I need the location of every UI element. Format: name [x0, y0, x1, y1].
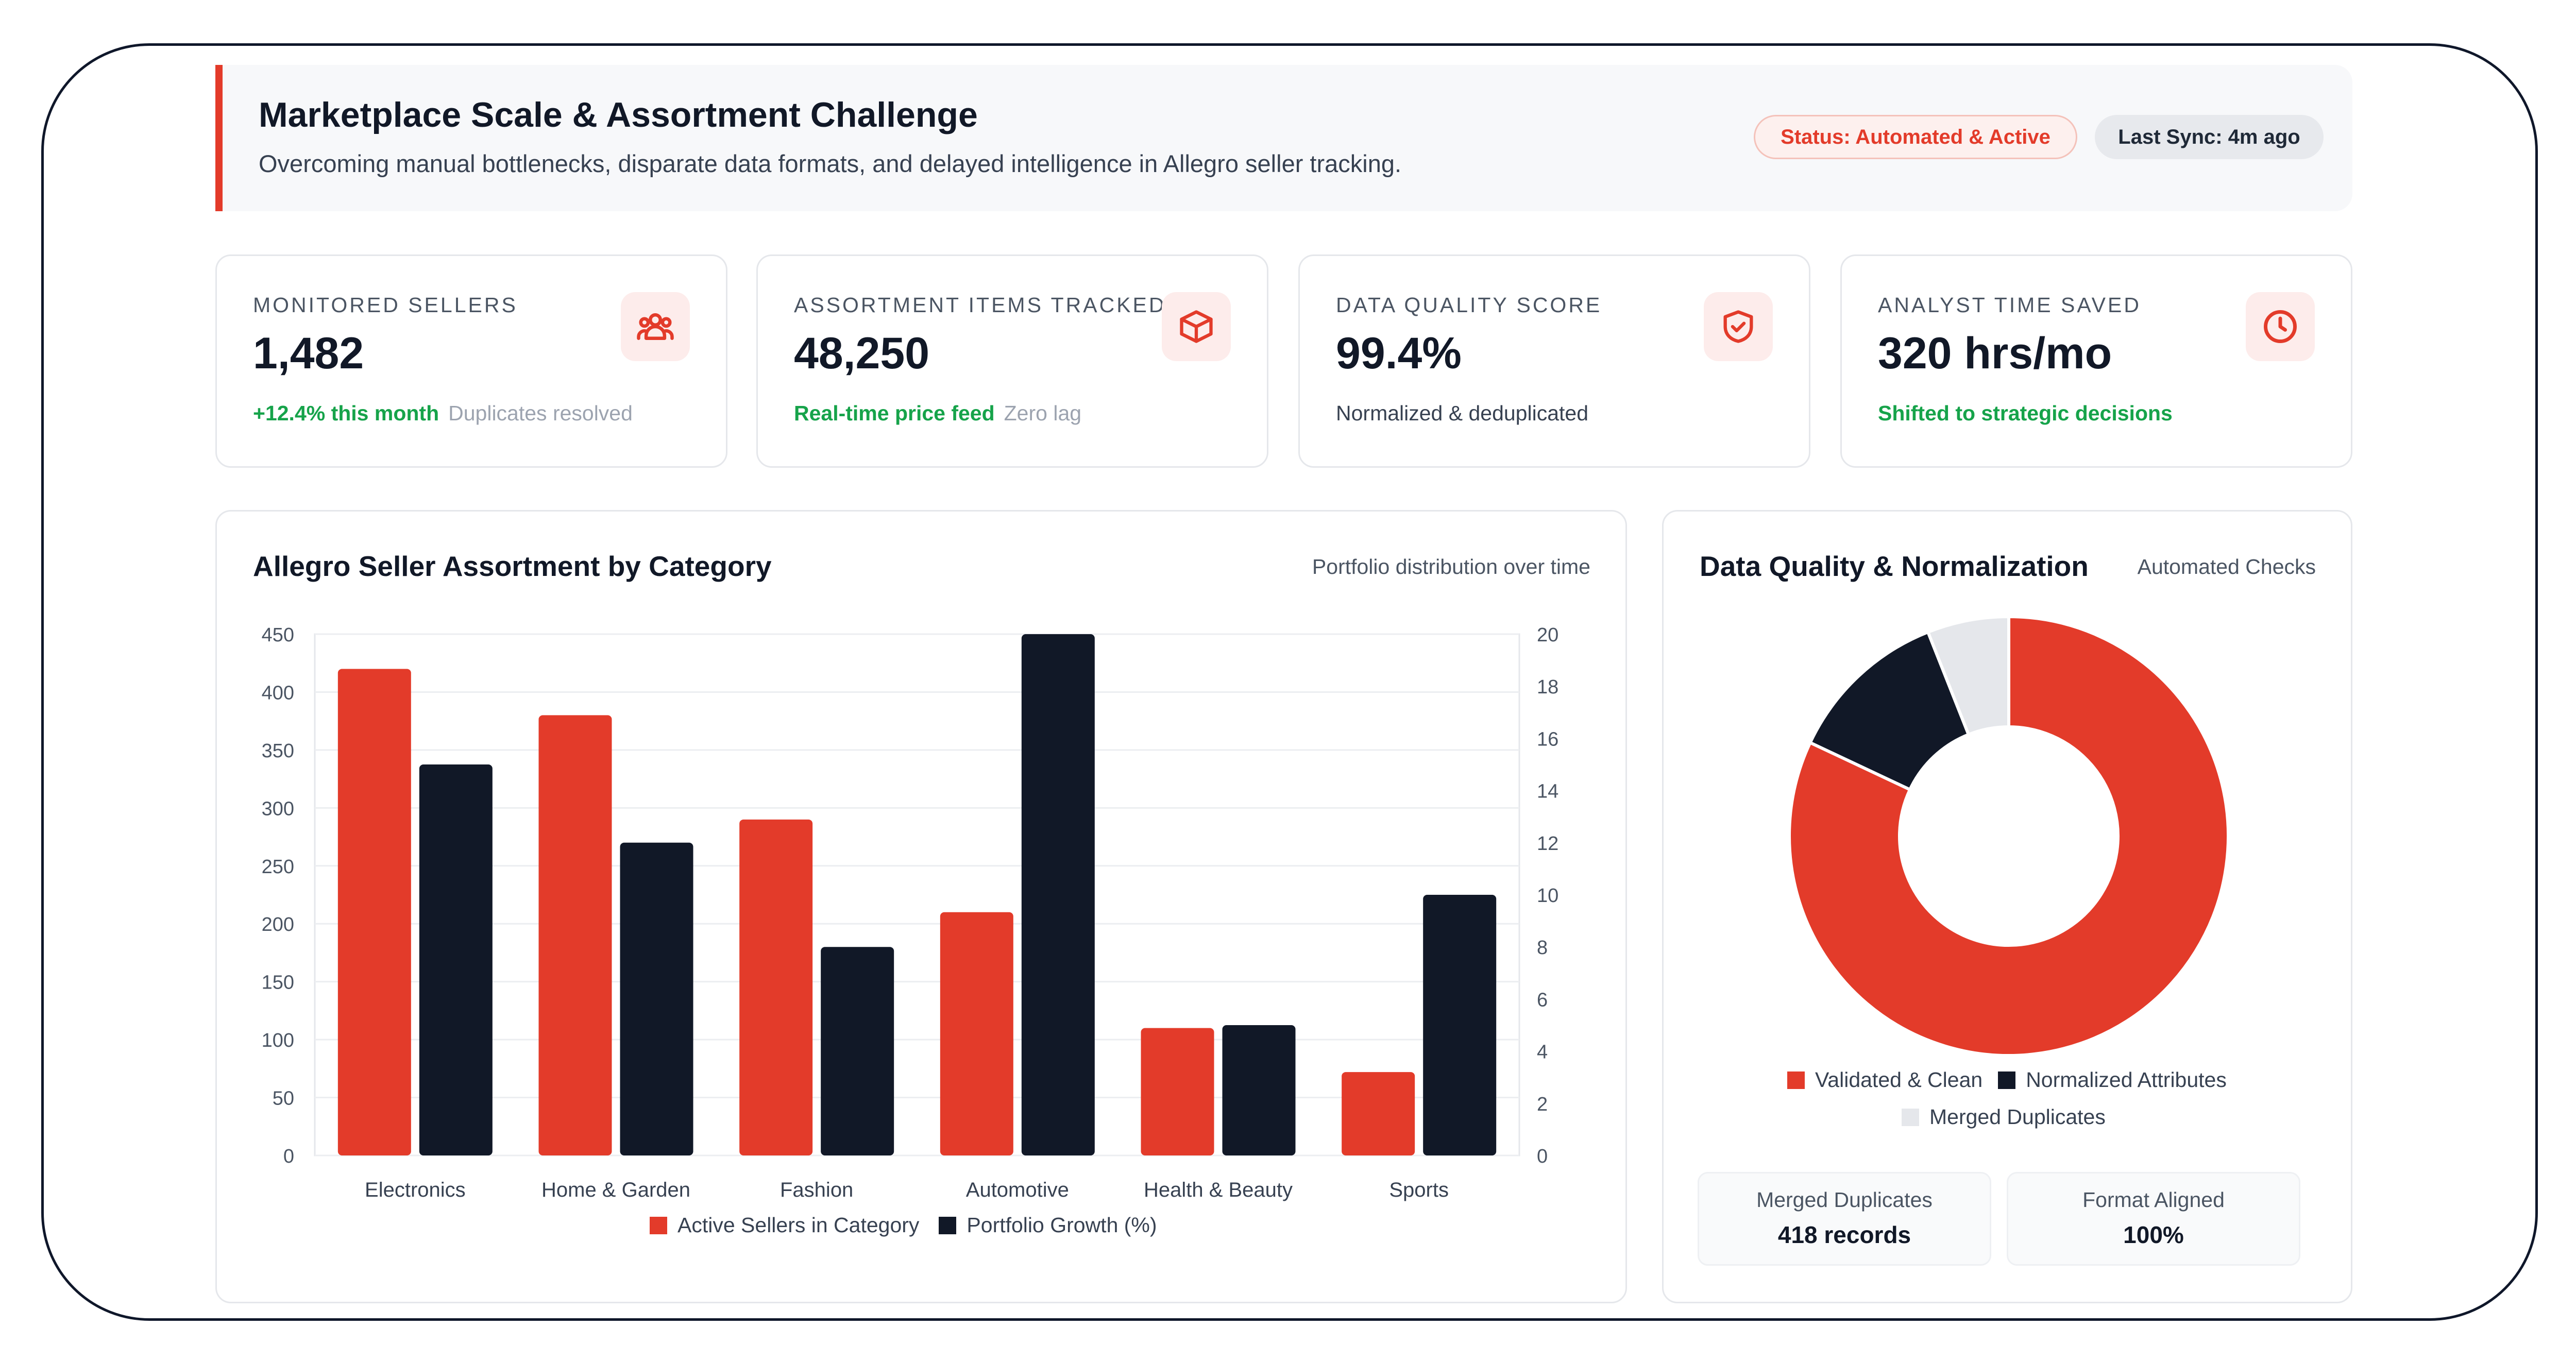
y-tick-left: 350 [262, 740, 294, 762]
y-tick-right: 6 [1537, 989, 1548, 1011]
users-icon [621, 292, 690, 361]
bar-chart-legend: Active Sellers in Category Portfolio Gro… [650, 1213, 1157, 1237]
legend-swatch-portfolio-growth [939, 1216, 957, 1234]
legend-label-merged: Merged Duplicates [1929, 1105, 2106, 1129]
x-tick-label: Sports [1389, 1179, 1449, 1201]
y-tick-left: 150 [262, 972, 294, 994]
kpi-card-analyst-time: ANALYST TIME SAVED 320 hrs/mo Shifted to… [1840, 254, 2352, 468]
kpi-note: Normalized & deduplicated [1336, 401, 1588, 425]
bar-active-sellers [1141, 1028, 1214, 1155]
y-tick-right: 18 [1537, 676, 1558, 698]
bar-portfolio-growth [419, 764, 493, 1155]
y-tick-right: 20 [1537, 624, 1558, 646]
page-header: Marketplace Scale & Assortment Challenge… [215, 65, 2352, 211]
box-icon [1162, 292, 1231, 361]
bar-active-sellers [739, 819, 813, 1155]
chart-title: Allegro Seller Assortment by Category [253, 550, 772, 582]
stat-label: Merged Duplicates [1756, 1188, 1933, 1212]
kpi-value: 1,482 [253, 329, 364, 378]
kpi-label: DATA QUALITY SCORE [1336, 293, 1602, 317]
bar-active-sellers [538, 715, 612, 1155]
kpi-trend: Real-time price feed [794, 401, 995, 425]
legend-label-normalized: Normalized Attributes [2026, 1068, 2227, 1092]
kpi-label: ANALYST TIME SAVED [1878, 293, 2141, 317]
kpi-note: Duplicates resolved [448, 401, 633, 425]
y-tick-right: 12 [1537, 833, 1558, 855]
page-title: Marketplace Scale & Assortment Challenge [259, 95, 978, 134]
y-tick-left: 450 [262, 624, 294, 646]
kpi-value: 99.4% [1336, 329, 1462, 378]
kpi-trend: +12.4% this month [253, 401, 439, 425]
kpi-trend: Shifted to strategic decisions [1878, 401, 2173, 425]
y-tick-left: 0 [283, 1146, 294, 1167]
chart-subtitle: Portfolio distribution over time [1312, 555, 1590, 579]
y-tick-right: 14 [1537, 781, 1558, 803]
donut-legend-row-2: Merged Duplicates [1902, 1105, 2106, 1129]
stat-merged-duplicates: Merged Duplicates 418 records [1698, 1172, 1991, 1266]
legend-label-portfolio-growth: Portfolio Growth (%) [967, 1213, 1157, 1237]
x-tick-label: Electronics [365, 1179, 466, 1201]
y-tick-left: 300 [262, 798, 294, 820]
page-subtitle: Overcoming manual bottlenecks, disparate… [259, 150, 1402, 177]
donut-slice-normalized-attributes [1808, 630, 1971, 792]
kpi-label: ASSORTMENT ITEMS TRACKED [794, 293, 1166, 317]
shield-check-icon [1704, 292, 1773, 361]
kpi-card-assortment-items: ASSORTMENT ITEMS TRACKED 48,250 Real-tim… [756, 254, 1268, 468]
bar-portfolio-growth [1222, 1025, 1296, 1155]
bar-portfolio-growth [821, 947, 894, 1155]
legend-label-validated: Validated & Clean [1815, 1068, 1983, 1092]
y-tick-right: 2 [1537, 1094, 1548, 1115]
kpi-value: 320 hrs/mo [1878, 329, 2112, 378]
donut-slice-validated-clean [1788, 615, 2230, 1057]
donut-chart [1788, 615, 2230, 1057]
y-tick-left: 200 [262, 914, 294, 935]
bar-active-sellers [1342, 1072, 1415, 1155]
kpi-label: MONITORED SELLERS [253, 293, 518, 317]
y-tick-left: 100 [262, 1030, 294, 1051]
assortment-chart-card: Allegro Seller Assortment by Category Po… [215, 510, 1627, 1303]
y-tick-right: 4 [1537, 1042, 1548, 1063]
clock-icon [2246, 292, 2315, 361]
y-tick-right: 16 [1537, 728, 1558, 750]
bar-portfolio-growth [1423, 895, 1497, 1155]
stat-value: 100% [2123, 1221, 2184, 1248]
legend-swatch-active-sellers [650, 1216, 667, 1234]
stat-format-aligned: Format Aligned 100% [2007, 1172, 2300, 1266]
x-tick-label: Fashion [780, 1179, 853, 1201]
y-tick-left: 50 [273, 1088, 294, 1110]
kpi-value: 48,250 [794, 329, 930, 378]
kpi-note: Zero lag [1004, 401, 1082, 425]
legend-label-active-sellers: Active Sellers in Category [677, 1213, 920, 1237]
y-tick-right: 0 [1537, 1146, 1548, 1167]
quality-subtitle: Automated Checks [2137, 555, 2316, 579]
legend-swatch-normalized [1998, 1071, 2016, 1089]
donut-slice-merged-duplicates [1926, 615, 2010, 737]
quality-title: Data Quality & Normalization [1700, 550, 2089, 582]
bar-portfolio-growth [620, 842, 693, 1155]
status-badge: Status: Automated & Active [1754, 115, 2077, 159]
bar-chart: 0 50 100 150 200 250 300 350 400 450 0 2 4 6 8 10 12 14 16… [262, 624, 1559, 1201]
x-tick-label: Health & Beauty [1144, 1179, 1293, 1201]
legend-swatch-validated [1787, 1071, 1805, 1089]
y-tick-left: 400 [262, 682, 294, 704]
y-tick-right: 10 [1537, 885, 1558, 907]
stat-label: Format Aligned [2082, 1188, 2225, 1212]
donut-legend-row-1: Validated & Clean Normalized Attributes [1787, 1068, 2227, 1092]
kpi-card-monitored-sellers: MONITORED SELLERS 1,482 +12.4% this mont… [215, 254, 727, 468]
kpi-card-data-quality: DATA QUALITY SCORE 99.4% Normalized & de… [1298, 254, 1810, 468]
last-sync-badge: Last Sync: 4m ago [2095, 115, 2324, 159]
bar-active-sellers [940, 912, 1013, 1155]
y-tick-right: 8 [1537, 937, 1548, 959]
bar-portfolio-growth [1021, 634, 1095, 1155]
plot-area [314, 633, 1520, 1156]
legend-swatch-merged [1902, 1108, 1919, 1126]
bar-active-sellers [337, 669, 411, 1155]
x-tick-label: Home & Garden [541, 1179, 690, 1201]
y-tick-left: 250 [262, 856, 294, 878]
data-quality-card: Data Quality & Normalization Automated C… [1662, 510, 2352, 1303]
x-tick-label: Automotive [966, 1179, 1069, 1201]
stat-value: 418 records [1777, 1221, 1911, 1248]
